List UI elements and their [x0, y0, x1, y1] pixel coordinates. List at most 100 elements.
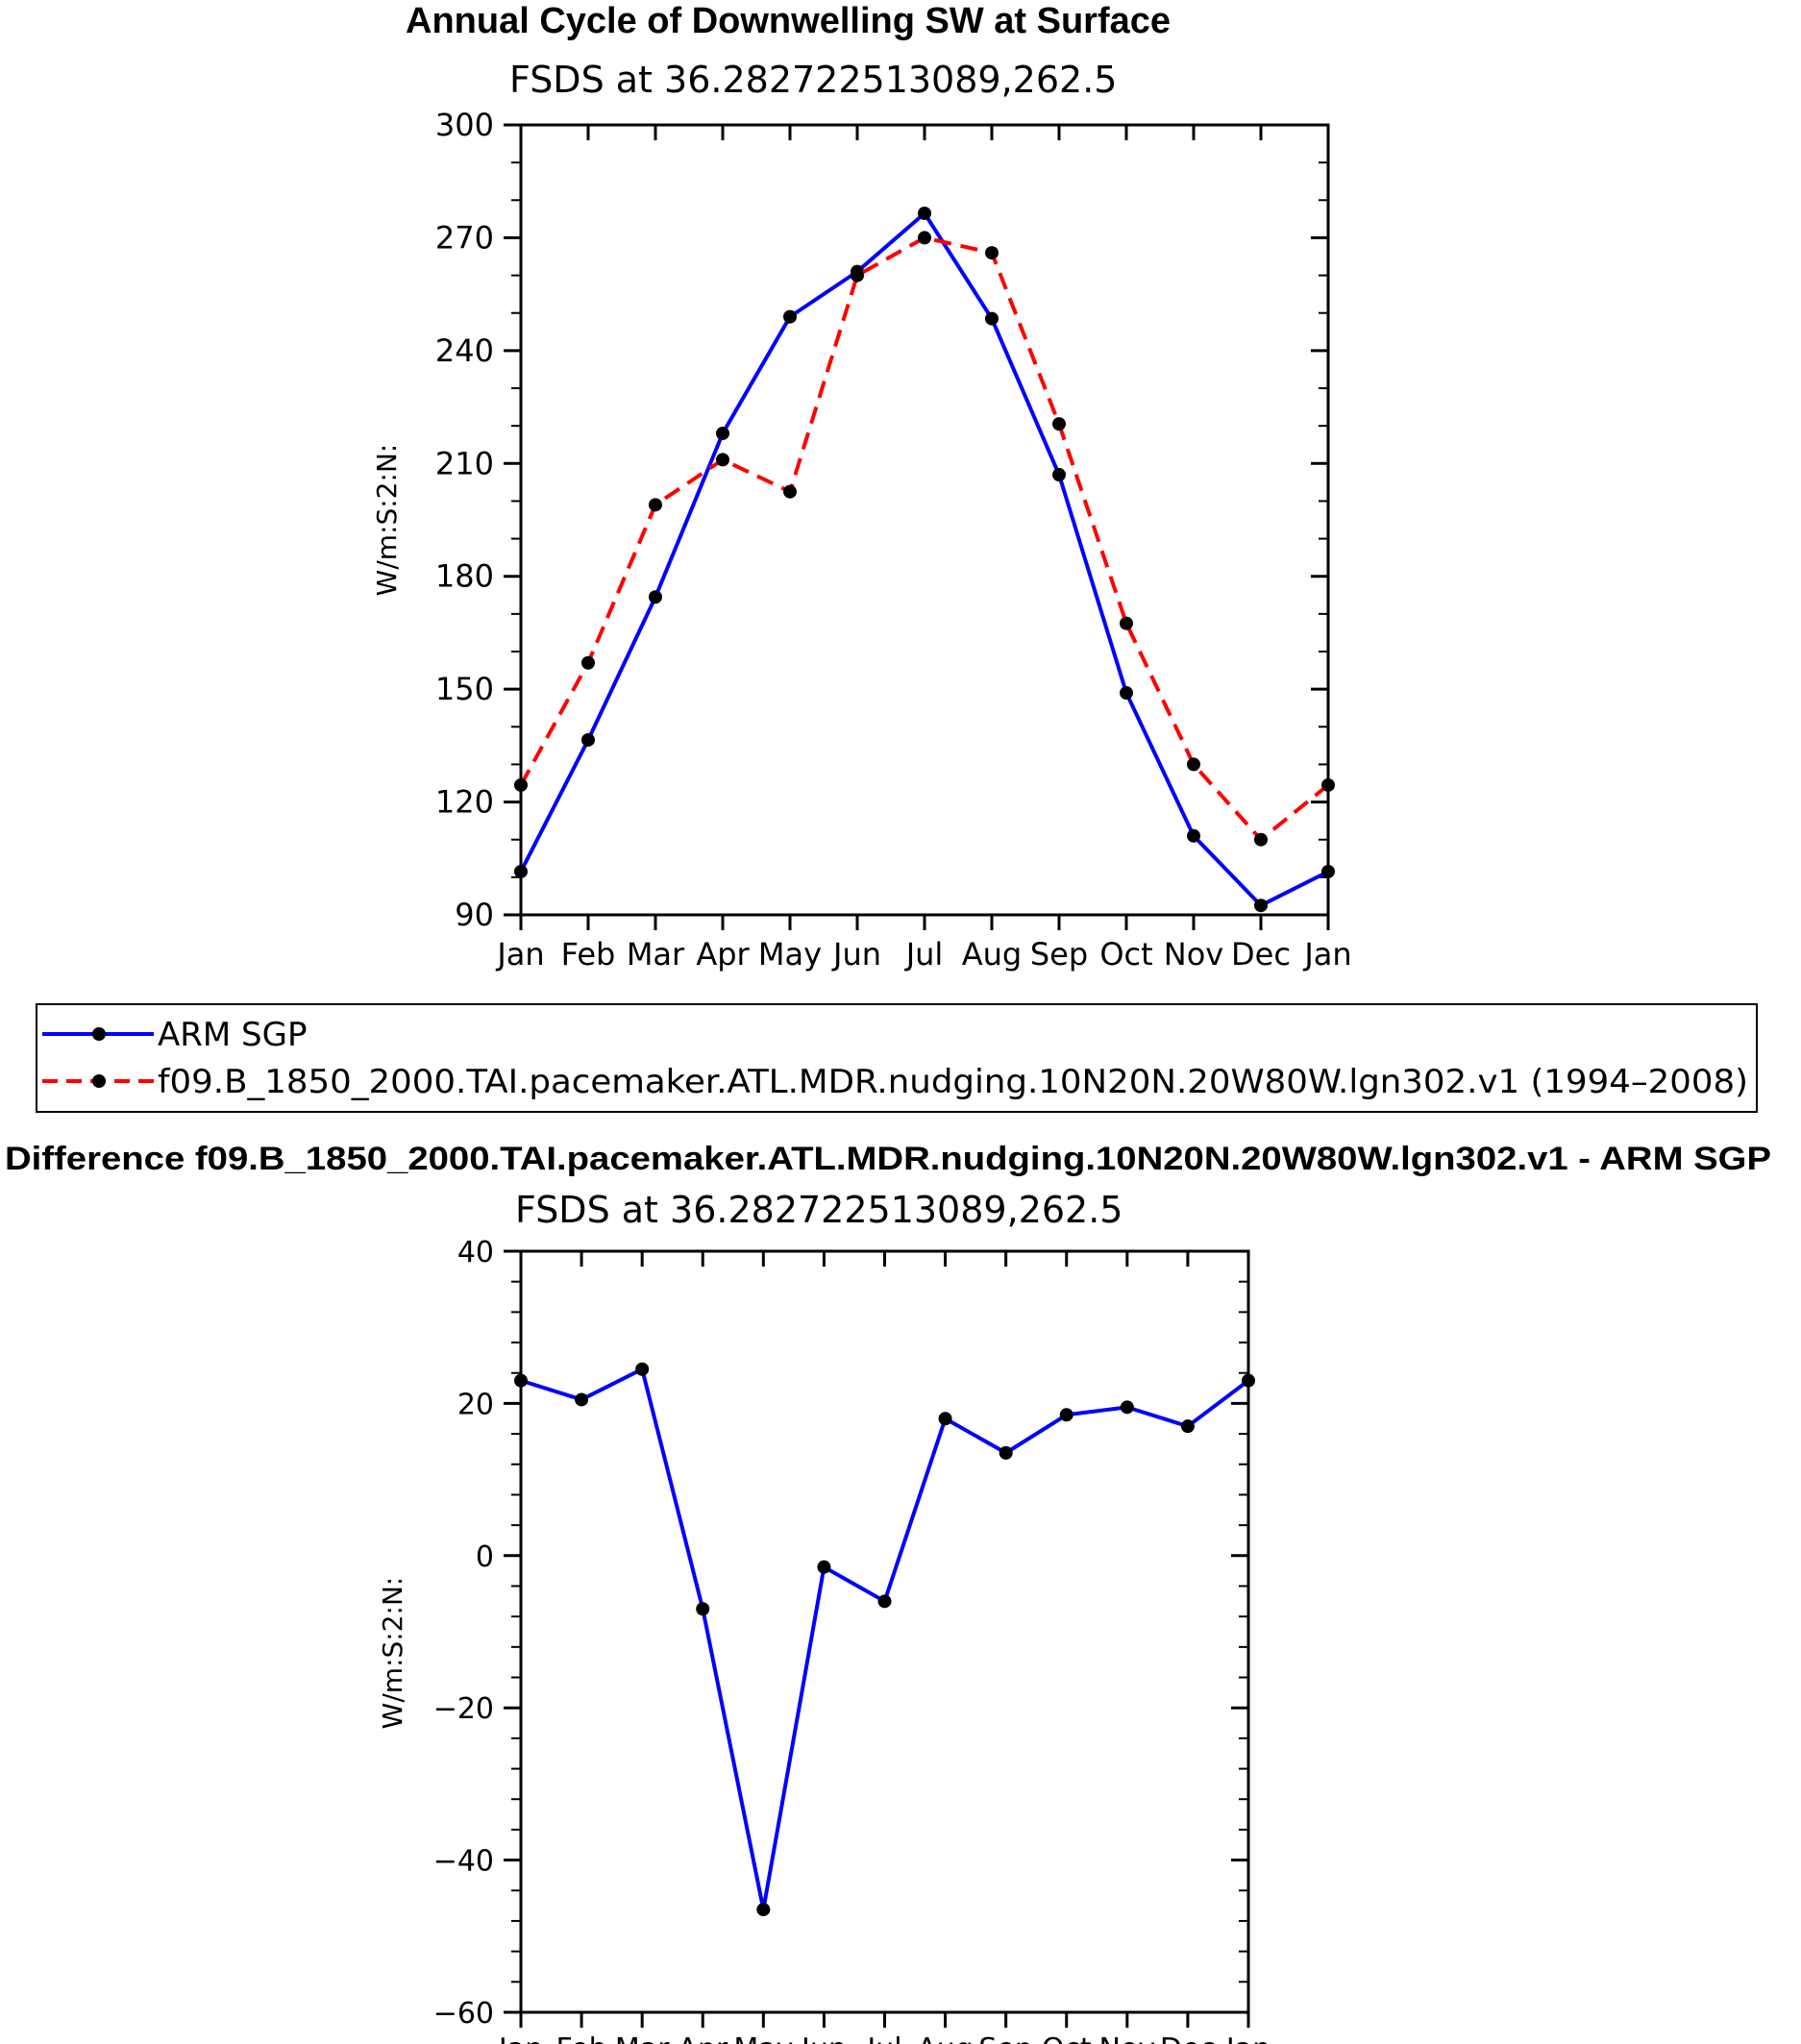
- c1-series-0-point: [1321, 864, 1335, 878]
- c1-x-tick-label: Feb: [561, 936, 616, 973]
- c1-series-0-point: [649, 590, 662, 604]
- c1-y-tick-label: 90: [455, 897, 494, 933]
- chart2-y-axis-label: W/m:S:2:N:: [377, 1577, 408, 1730]
- c2-x-tick-label: Jun: [800, 2032, 847, 2044]
- c1-y-tick-label: 300: [435, 107, 494, 143]
- chart1-y-axis-label: W/m:S:2:N:: [371, 444, 403, 597]
- c2-x-tick-label: Feb: [556, 2032, 607, 2044]
- c2-series-0-point: [635, 1362, 650, 1376]
- c1-x-tick-label: Jun: [831, 936, 881, 973]
- chart1-ticks: [504, 123, 1330, 930]
- c1-series-0-point: [514, 864, 528, 878]
- c1-series-1-point: [783, 484, 797, 499]
- c1-series-line-0: [519, 210, 1329, 908]
- c1-y-tick-label: 150: [435, 671, 494, 707]
- c1-x-tick-label: May: [758, 936, 822, 973]
- c2-x-tick-label: Apr: [678, 2032, 728, 2044]
- chart2-title: Difference f09.B_1850_2000.TAI.pacemaker…: [5, 1141, 1771, 1177]
- c1-series-1-point: [1254, 832, 1268, 847]
- legend-marker-arm-sgp: [92, 1027, 106, 1041]
- c2-series-line-0: [520, 1367, 1250, 1912]
- c2-x-tick-label: Nov: [1099, 2032, 1156, 2044]
- c1-x-tick-label: Apr: [696, 936, 750, 973]
- c2-x-tick-label: Jul: [865, 2032, 901, 2044]
- c2-y-tick-label: 0: [476, 1540, 494, 1574]
- c1-series-0-point: [1187, 828, 1200, 843]
- c1-series-1-point: [985, 246, 999, 260]
- c1-x-tick-label: Mar: [627, 936, 685, 973]
- chart2-ticks: [504, 1249, 1250, 2028]
- c2-series-0-point: [1059, 1408, 1073, 1422]
- c1-series-1-point: [918, 231, 931, 245]
- chart1-title: Annual Cycle of Downwelling SW at Surfac…: [406, 1, 1171, 41]
- c1-series-0-point: [716, 426, 729, 440]
- difference-chart: Difference f09.B_1850_2000.TAI.pacemaker…: [5, 1141, 1771, 2044]
- chart2-x-tick-labels: Jan Feb Mar Apr May Jun Jul Aug Sep Oct Nov Dec Jan: [497, 2032, 1271, 2044]
- chart2-y-tick-labels: −60 −40 −20 0 20 40: [433, 1236, 494, 2031]
- c2-y-tick-label: 40: [457, 1236, 494, 1269]
- c1-x-tick-label: Jan: [495, 936, 544, 973]
- chart1-series: [514, 206, 1335, 913]
- c1-series-line-1: [519, 235, 1330, 842]
- c2-x-tick-label: Mar: [615, 2032, 670, 2044]
- c2-series-0-point: [1120, 1400, 1134, 1415]
- chart1-x-tick-labels: Jan Feb Mar Apr May Jun Jul Aug Sep Oct Nov Dec Jan: [495, 936, 1351, 973]
- c1-x-tick-label: Oct: [1099, 936, 1152, 973]
- legend: ARM SGP f09.B_1850_2000.TAI.pacemaker.AT…: [36, 1003, 1758, 1113]
- chart2-plot-frame: [519, 1249, 1250, 2014]
- c1-y-tick-label: 210: [435, 445, 494, 481]
- c1-y-tick-label: 240: [435, 332, 494, 369]
- chart2-series: [514, 1362, 1255, 1917]
- c1-series-0-point: [918, 206, 931, 220]
- legend-label-model: f09.B_1850_2000.TAI.pacemaker.ATL.MDR.nu…: [158, 1063, 1748, 1101]
- c2-x-tick-label: Jan: [497, 2032, 543, 2044]
- c2-series-0-point: [696, 1602, 710, 1616]
- c2-series-0-point: [756, 1903, 771, 1917]
- c1-y-tick-label: 180: [435, 558, 494, 595]
- c2-x-tick-label: Aug: [917, 2032, 974, 2044]
- c1-x-tick-label: Jul: [904, 936, 944, 973]
- c2-y-tick-label: −20: [433, 1692, 494, 1726]
- c1-series-1-point: [514, 777, 528, 792]
- c2-x-tick-label: Jan: [1224, 2032, 1271, 2044]
- legend-label-arm-sgp: ARM SGP: [158, 1016, 307, 1054]
- annual-cycle-chart: Annual Cycle of Downwelling SW at Surfac…: [371, 1, 1352, 973]
- c1-series-0-point: [581, 732, 595, 747]
- c1-x-tick-label: Dec: [1231, 936, 1291, 973]
- c1-series-1-point: [1052, 417, 1066, 431]
- c2-series-0-point: [877, 1594, 892, 1609]
- c1-x-tick-label: Sep: [1030, 936, 1088, 973]
- c2-series-0-point: [999, 1445, 1013, 1460]
- c1-x-tick-label: Aug: [962, 936, 1022, 973]
- c2-y-tick-label: 20: [457, 1388, 494, 1421]
- c1-series-1-point: [851, 268, 864, 283]
- c2-x-tick-label: Oct: [1042, 2032, 1092, 2044]
- c1-x-tick-label: Jan: [1302, 936, 1351, 973]
- c1-y-tick-label: 120: [435, 784, 494, 821]
- c1-y-tick-label: 270: [435, 219, 494, 256]
- c1-series-1-point: [1321, 777, 1335, 792]
- c2-x-tick-label: May: [733, 2032, 793, 2044]
- c2-y-tick-label: −40: [433, 1845, 494, 1879]
- c2-series-0-point: [575, 1392, 589, 1407]
- c1-series-0-point: [1052, 468, 1066, 482]
- c2-y-tick-label: −60: [433, 1997, 494, 2031]
- chart1-y-tick-labels: 90 120 150 180 210 240 270 300: [435, 107, 494, 933]
- legend-marker-model: [92, 1074, 106, 1088]
- c1-series-1-point: [1187, 757, 1200, 772]
- c2-series-0-point: [514, 1373, 528, 1388]
- chart2-subtitle: FSDS at 36.282722513089,262.5: [515, 1189, 1123, 1231]
- c1-series-1-point: [716, 453, 729, 467]
- c2-series-0-point: [938, 1412, 952, 1426]
- c2-series-0-point: [817, 1560, 831, 1574]
- c1-series-0-point: [985, 311, 999, 326]
- c2-series-0-point: [1242, 1373, 1255, 1388]
- c1-series-0-point: [783, 309, 797, 324]
- legend-box: [36, 1003, 1758, 1113]
- c1-series-1-point: [1120, 616, 1133, 630]
- c2-x-tick-label: Sep: [978, 2032, 1033, 2044]
- chart1-subtitle: FSDS at 36.282722513089,262.5: [509, 59, 1117, 101]
- c1-series-0-point: [1254, 899, 1268, 913]
- c1-series-1-point: [649, 498, 662, 512]
